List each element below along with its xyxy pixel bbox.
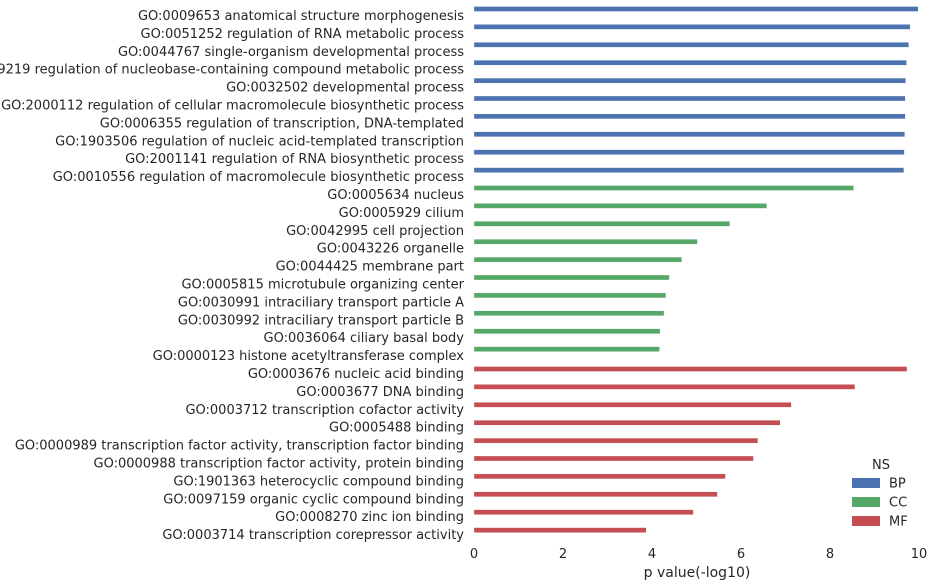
bar-cc (473, 328, 661, 334)
bar-bp (473, 60, 907, 66)
category-label: GO:0005815 microtubule organizing center (181, 278, 464, 293)
bar-mf (473, 527, 647, 533)
category-label: GO:0044425 membrane part (276, 260, 464, 275)
category-label: GO:0051252 regulation of RNA metabolic p… (141, 27, 465, 42)
x-axis-ticks: 0 2 4 6 8 10 (470, 547, 927, 562)
bar-bp (473, 42, 909, 48)
bar-cc (473, 274, 670, 281)
category-label: GO:2001141 regulation of RNA biosyntheti… (125, 152, 464, 167)
bar-bp (473, 149, 905, 155)
category-label: GO:0010556 regulation of macromolecule b… (53, 170, 464, 185)
bar-mf (473, 473, 726, 480)
bar-bp (473, 95, 906, 102)
x-tick-label: 2 (559, 547, 567, 562)
bar-cc (473, 292, 666, 299)
bar-cc (473, 239, 698, 245)
category-label: GO:0097159 organic cyclic compound bindi… (163, 492, 464, 507)
bar-mf (473, 384, 856, 390)
bar-bp (473, 113, 906, 120)
bar-cc (473, 310, 665, 316)
bar-bp (473, 131, 905, 137)
category-label: GO:1903506 regulation of nucleic acid-te… (55, 134, 464, 149)
category-label: GO:0005634 nucleus (327, 188, 464, 203)
x-tick-label: 4 (648, 547, 656, 562)
category-label: GO:0003677 DNA binding (296, 385, 464, 400)
category-label: GO:0030992 intraciliary transport partic… (178, 313, 464, 328)
bar-bp (473, 6, 919, 12)
bar-mf (473, 402, 792, 408)
legend-swatch-mf (852, 516, 880, 526)
category-label: GO:0003712 transcription cofactor activi… (185, 403, 464, 418)
bar-cc (473, 346, 660, 352)
legend-swatch-bp (852, 478, 880, 488)
x-tick-label: 10 (911, 547, 928, 562)
x-tick-label: 8 (826, 547, 834, 562)
category-label: GO:0030991 intraciliary transport partic… (178, 295, 464, 310)
category-label: GO:0008270 zinc ion binding (275, 510, 464, 525)
bar-cc (473, 221, 731, 227)
bars-layer (473, 6, 919, 533)
bar-mf (473, 491, 718, 497)
bar-bp (473, 167, 905, 173)
legend: NS BP CC MF (852, 458, 908, 530)
x-tick-label: 6 (737, 547, 745, 562)
category-label: GO:0003714 transcription corepressor act… (162, 528, 464, 543)
bar-mf (473, 437, 759, 444)
category-label: GO:0019219 regulation of nucleobase-cont… (0, 63, 464, 78)
category-label: GO:0000989 transcription factor activity… (15, 439, 464, 454)
legend-label-cc: CC (889, 496, 907, 511)
bar-mf (473, 420, 781, 426)
category-label: GO:1901363 heterocyclic compound binding (173, 474, 464, 489)
category-label: GO:0000123 histone acetyltransferase com… (153, 349, 465, 364)
category-label: GO:0042995 cell projection (286, 224, 464, 239)
bar-cc (473, 185, 854, 191)
category-labels: GO:0009653 anatomical structure morphoge… (0, 9, 465, 543)
category-label: GO:0032502 developmental process (226, 81, 464, 96)
category-label: GO:2000112 regulation of cellular macrom… (1, 99, 464, 114)
category-label: GO:0043226 organelle (317, 242, 464, 257)
category-label: GO:0005488 binding (329, 421, 464, 436)
category-label: GO:0044767 single-organism developmental… (118, 45, 464, 60)
category-label: GO:0006355 regulation of transcription, … (100, 116, 464, 131)
legend-label-mf: MF (889, 515, 908, 530)
bar-cc (473, 256, 682, 263)
legend-entries: BP CC MF (852, 477, 908, 530)
legend-swatch-cc (852, 497, 880, 507)
category-label: GO:0000988 transcription factor activity… (94, 457, 465, 472)
bar-bp (473, 77, 906, 84)
category-label: GO:0036064 ciliary basal body (264, 331, 465, 346)
bar-bp (473, 24, 911, 30)
bar-mf (473, 366, 908, 372)
x-axis-label: p value(-log10) (644, 565, 751, 581)
category-label: GO:0003676 nucleic acid binding (248, 367, 464, 382)
legend-label-bp: BP (889, 477, 906, 492)
category-label: GO:0009653 anatomical structure morphoge… (138, 9, 464, 24)
category-label: GO:0005929 cilium (339, 206, 464, 221)
bar-cc (473, 203, 767, 209)
bar-mf (473, 455, 754, 462)
x-tick-label: 0 (470, 547, 478, 562)
bar-mf (473, 509, 694, 515)
legend-title: NS (872, 458, 890, 473)
